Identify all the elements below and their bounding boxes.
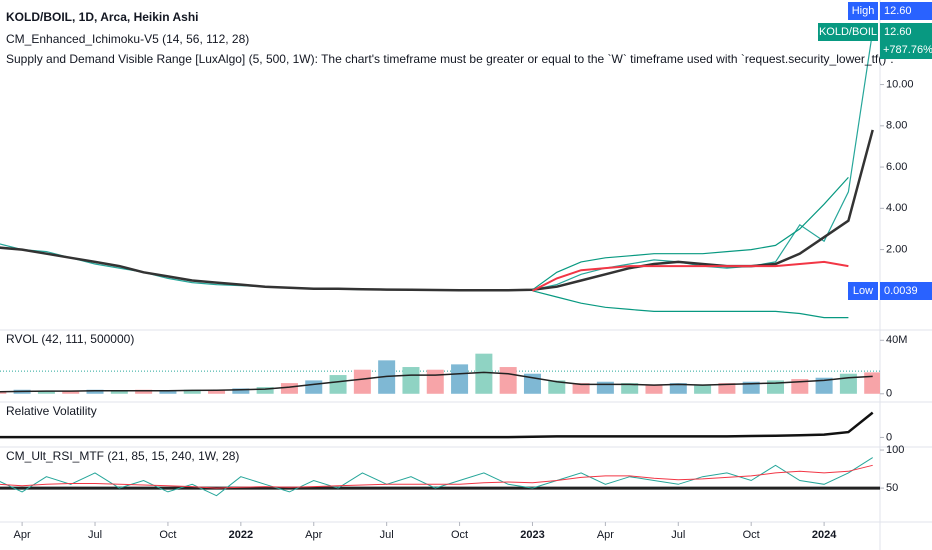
volume-bar	[256, 387, 274, 394]
x-tick-label: Apr	[597, 529, 614, 541]
volume-bar	[548, 380, 566, 394]
price-tag	[848, 2, 878, 20]
x-tick-label: Oct	[159, 529, 176, 541]
price-tag	[880, 23, 932, 41]
y-tick-label: 2.00	[886, 243, 907, 255]
x-tick-label: Oct	[451, 529, 468, 541]
volume-bar	[742, 381, 760, 394]
volume-bar	[669, 383, 687, 394]
volume-bar	[815, 377, 833, 394]
volume-bar	[183, 389, 201, 394]
y-tick-label: 4.00	[886, 202, 907, 214]
price-tag	[880, 282, 932, 300]
plot	[0, 30, 874, 319]
series-line	[532, 290, 849, 319]
volume-bar	[499, 367, 517, 394]
volume-bar	[208, 389, 226, 394]
plot	[0, 411, 874, 439]
volume-bar	[402, 367, 420, 394]
volume-bar	[718, 383, 736, 394]
volume-bar	[305, 380, 323, 394]
price-tag	[848, 282, 878, 300]
volume-bar	[694, 384, 712, 394]
x-tick-label: Oct	[743, 529, 760, 541]
tag-value: 0.0039	[884, 285, 918, 297]
series-line	[0, 464, 873, 489]
y-tick-label: 0	[886, 388, 892, 400]
series-line	[532, 176, 849, 291]
price-tag	[880, 2, 932, 20]
volume-bar	[62, 391, 80, 394]
plot	[0, 457, 880, 497]
series-line	[0, 457, 873, 497]
volume-bar	[159, 391, 177, 394]
indicator-label: Supply and Demand Visible Range [LuxAlgo…	[6, 52, 894, 66]
volume-bar	[572, 383, 590, 394]
volume-bar	[451, 364, 469, 394]
x-tick-label: Jul	[380, 529, 394, 541]
volume-bar	[791, 379, 809, 394]
pane-title: KOLD/BOIL, 1D, Arca, Heikin Ashi	[6, 10, 198, 24]
volume-bar	[280, 383, 298, 394]
y-tick-label: 100	[886, 444, 904, 456]
change-label: +787.76%	[883, 44, 932, 56]
pane-title: RVOL (42, 111, 500000)	[6, 332, 134, 346]
y-tick-label: 50	[886, 482, 898, 494]
plot	[0, 353, 880, 394]
volume-bar	[426, 369, 444, 394]
y-tick-label: 0	[886, 431, 892, 443]
tag-value: 12.60	[884, 5, 912, 17]
y-tick-label: 6.00	[886, 161, 907, 173]
tag-label: High	[852, 5, 875, 17]
x-tick-label: Jul	[88, 529, 102, 541]
volume-bar	[329, 375, 347, 394]
pane-title: Relative Volatility	[6, 404, 97, 418]
change-tag	[880, 41, 932, 59]
x-tick-label: 2024	[812, 529, 837, 541]
volume-bar	[86, 389, 104, 394]
volume-bar	[645, 384, 663, 394]
volume-bar	[135, 389, 153, 394]
tag-label: Low	[853, 285, 873, 297]
y-tick-label: 8.00	[886, 120, 907, 132]
series-line	[0, 411, 874, 439]
volume-bar	[475, 353, 493, 394]
tag-label: KOLD/BOIL	[819, 26, 877, 38]
volume-bar	[864, 372, 880, 394]
series-line	[0, 371, 873, 393]
volume-bar	[232, 388, 250, 394]
y-tick-label: 40M	[886, 334, 907, 346]
volume-bar	[596, 381, 614, 394]
series-line	[532, 260, 849, 292]
price-tag	[818, 23, 878, 41]
indicator-label: CM_Enhanced_Ichimoku-V5 (14, 56, 112, 28…	[6, 32, 249, 46]
x-tick-label: Apr	[14, 529, 31, 541]
volume-bar	[353, 369, 371, 394]
volume-bar	[110, 391, 128, 394]
x-tick-label: Apr	[305, 529, 322, 541]
pane-title: CM_Ult_RSI_MTF (21, 85, 15, 240, 1W, 28)	[6, 449, 239, 463]
volume-bar	[37, 391, 55, 394]
y-tick-label: 10.00	[886, 78, 914, 90]
volume-bar	[621, 383, 639, 394]
x-tick-label: 2023	[520, 529, 544, 541]
tag-value: 12.60	[884, 26, 912, 38]
x-tick-label: 2022	[229, 529, 253, 541]
x-tick-label: Jul	[671, 529, 685, 541]
